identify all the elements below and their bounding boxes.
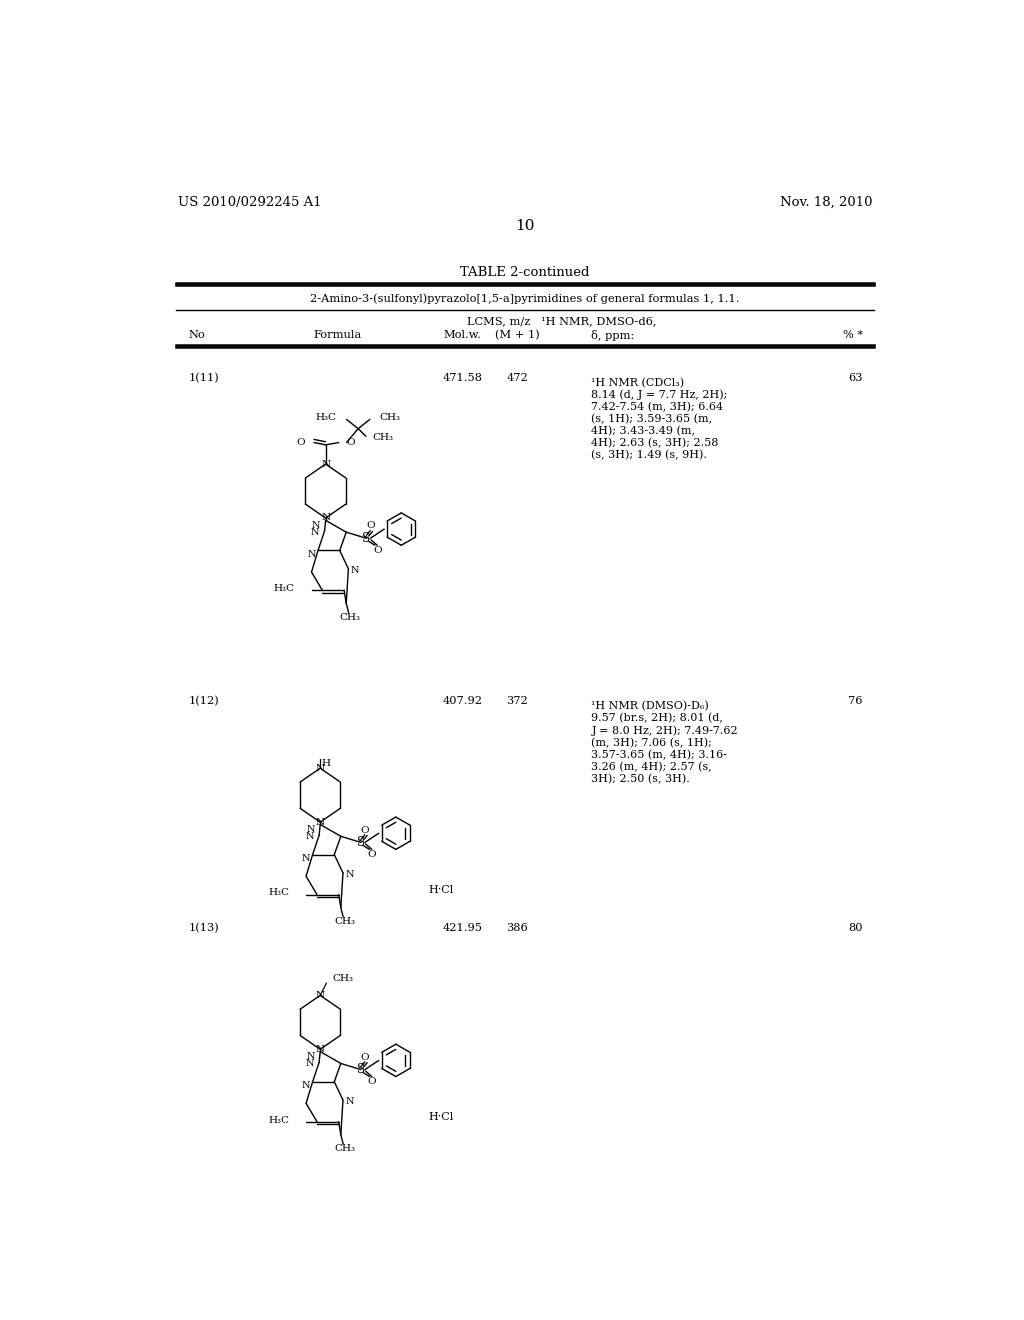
Text: Nov. 18, 2010: Nov. 18, 2010	[779, 195, 872, 209]
Text: 1(11): 1(11)	[188, 372, 219, 383]
Text: 80: 80	[848, 924, 862, 933]
Text: O: O	[368, 1077, 376, 1086]
Text: Mol.w.: Mol.w.	[443, 330, 481, 341]
Text: 2-Amino-3-(sulfonyl)pyrazolo[1,5-a]pyrimidines of general formulas 1, 1.1.: 2-Amino-3-(sulfonyl)pyrazolo[1,5-a]pyrim…	[310, 293, 739, 304]
Text: % *: % *	[843, 330, 862, 341]
Text: N: N	[315, 1045, 325, 1053]
Text: 407.92: 407.92	[442, 696, 482, 706]
Text: N: N	[351, 566, 359, 574]
Text: CH₃: CH₃	[380, 413, 400, 421]
Text: Formula: Formula	[313, 330, 361, 341]
Text: 421.95: 421.95	[442, 924, 482, 933]
Text: 471.58: 471.58	[442, 372, 482, 383]
Text: N: N	[306, 825, 315, 834]
Text: N: N	[302, 1081, 310, 1090]
Text: N: N	[305, 833, 313, 841]
Text: N: N	[322, 513, 330, 523]
Text: O: O	[296, 438, 305, 447]
Text: 10: 10	[515, 219, 535, 234]
Text: CH₃: CH₃	[334, 1144, 355, 1152]
Text: N: N	[345, 870, 354, 879]
Text: TABLE 2-continued: TABLE 2-continued	[460, 265, 590, 279]
Text: (M + 1): (M + 1)	[495, 330, 540, 341]
Text: LCMS, m/z   ¹H NMR, DMSO-d6,: LCMS, m/z ¹H NMR, DMSO-d6,	[467, 317, 656, 326]
Text: N: N	[312, 521, 321, 531]
Text: O: O	[373, 546, 382, 556]
Text: N: N	[302, 854, 310, 863]
Text: O: O	[368, 850, 376, 859]
Text: N: N	[315, 817, 325, 826]
Text: 76: 76	[848, 696, 862, 706]
Text: N: N	[305, 1060, 313, 1068]
Text: H·Cl: H·Cl	[429, 884, 454, 895]
Text: H₃C: H₃C	[268, 888, 289, 898]
Text: 63: 63	[848, 372, 862, 383]
Text: S: S	[357, 1063, 365, 1076]
Text: 1(13): 1(13)	[188, 923, 219, 933]
Text: 372: 372	[506, 696, 528, 706]
Text: 472: 472	[506, 372, 528, 383]
Text: O: O	[360, 825, 370, 834]
Text: O: O	[346, 438, 355, 447]
Text: CH₃: CH₃	[372, 433, 393, 442]
Text: 1(12): 1(12)	[188, 696, 219, 706]
Text: H₃C: H₃C	[268, 1115, 289, 1125]
Text: S: S	[357, 836, 365, 849]
Text: N: N	[322, 459, 330, 469]
Text: H: H	[322, 759, 331, 768]
Text: H₃C: H₃C	[273, 585, 295, 593]
Text: H·Cl: H·Cl	[429, 1111, 454, 1122]
Text: CH₃: CH₃	[340, 612, 360, 622]
Text: N: N	[315, 991, 325, 999]
Text: O: O	[366, 521, 375, 531]
Text: S: S	[362, 532, 371, 545]
Text: O: O	[360, 1053, 370, 1061]
Text: ¹H NMR (CDCl₃)
8.14 (d, J = 7.7 Hz, 2H);
7.42-7.54 (m, 3H); 6.64
(s, 1H); 3.59-3: ¹H NMR (CDCl₃) 8.14 (d, J = 7.7 Hz, 2H);…	[592, 378, 728, 461]
Text: CH₃: CH₃	[333, 974, 353, 983]
Text: No: No	[188, 330, 205, 341]
Text: ¹H NMR (DMSO)-D₆)
9.57 (br.s, 2H); 8.01 (d,
J = 8.0 Hz, 2H); 7.49-7.62
(m, 3H); : ¹H NMR (DMSO)-D₆) 9.57 (br.s, 2H); 8.01 …	[592, 701, 738, 784]
Text: CH₃: CH₃	[334, 917, 355, 925]
Text: N: N	[306, 1052, 315, 1061]
Text: US 2010/0292245 A1: US 2010/0292245 A1	[178, 195, 322, 209]
Text: N: N	[315, 764, 325, 772]
Text: N: N	[307, 550, 315, 558]
Text: N: N	[345, 1097, 354, 1106]
Text: N: N	[310, 528, 319, 537]
Text: 386: 386	[506, 924, 528, 933]
Text: H₃C: H₃C	[315, 413, 337, 421]
Text: δ, ppm:: δ, ppm:	[592, 330, 635, 341]
